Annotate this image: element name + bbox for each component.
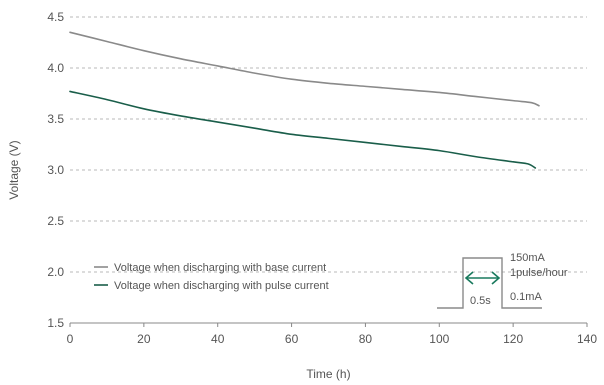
x-tick-label-6: 120 <box>503 332 523 346</box>
axis-layer: 1.5 2.0 2.5 3.0 3.5 4.0 4.5 0 20 40 60 80 100 120 140 T… <box>7 10 597 381</box>
x-tick-label-2: 40 <box>211 332 225 346</box>
y-axis-label: Voltage (V) <box>7 140 21 199</box>
arrow-head-right <box>491 271 501 285</box>
series-layer <box>69 31 540 169</box>
y-tick-label-0: 1.5 <box>47 316 64 330</box>
series-line-0 <box>69 31 540 107</box>
series-line-1 <box>69 90 537 169</box>
pulse-current-label: 150mA <box>510 252 546 264</box>
y-tick-label-2: 2.5 <box>47 214 64 228</box>
y-tick-label-1: 2.0 <box>47 265 64 279</box>
legend-label-0: Voltage when discharging with base curre… <box>114 262 326 274</box>
y-tick-label-4: 3.5 <box>47 112 64 126</box>
arrow-head-left <box>464 271 474 285</box>
legend: Voltage when discharging with base curre… <box>94 262 329 292</box>
x-axis-label: Time (h) <box>306 367 350 381</box>
y-tick-label-6: 4.5 <box>47 10 64 24</box>
x-tick-label-7: 140 <box>577 332 597 346</box>
base-current-label: 0.1mA <box>510 291 542 303</box>
y-tick-label-5: 4.0 <box>47 61 64 75</box>
x-tick-label-1: 20 <box>137 332 151 346</box>
x-tick-label-3: 60 <box>285 332 299 346</box>
grid-layer <box>70 16 587 273</box>
legend-label-1: Voltage when discharging with pulse curr… <box>114 280 329 292</box>
x-tick-label-4: 80 <box>359 332 373 346</box>
x-tick-label-5: 100 <box>429 332 449 346</box>
x-tick-label-0: 0 <box>67 332 74 346</box>
pulse-width-label: 0.5s <box>470 295 491 307</box>
y-tick-label-3: 3.0 <box>47 163 64 177</box>
pulse-inset: 150mA 1pulse/hour 0.5s 0.1mA <box>437 252 568 309</box>
pulse-rate-label: 1pulse/hour <box>510 267 568 279</box>
pulse-waveform <box>437 257 542 309</box>
